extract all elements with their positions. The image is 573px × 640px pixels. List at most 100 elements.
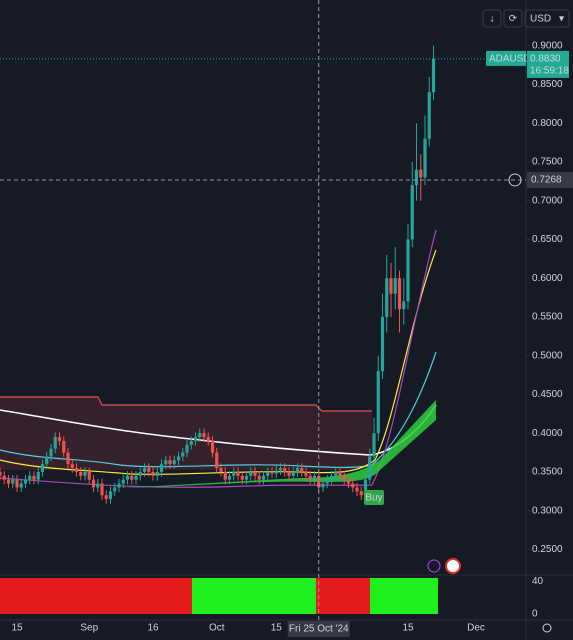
symbol-label: ADAUSD <box>489 54 531 65</box>
candle-body <box>108 491 113 500</box>
x-tick-label: 15 <box>11 623 23 634</box>
settings-icon[interactable] <box>542 623 552 633</box>
candle-body <box>164 460 168 465</box>
candle-body <box>227 475 232 480</box>
candle-body <box>0 471 2 476</box>
candle-body <box>376 371 380 434</box>
candle-body <box>151 471 155 476</box>
currency-select[interactable] <box>524 9 570 28</box>
candle-body <box>142 468 147 472</box>
currency-label: USD <box>530 14 551 25</box>
ma-yellow <box>0 249 437 476</box>
y-tick-label: 0.9000 <box>532 40 563 51</box>
candle-body <box>159 464 164 472</box>
candle-body <box>287 471 291 476</box>
osc-bull <box>192 578 316 614</box>
candle-body <box>176 456 181 461</box>
candle-body <box>414 169 419 186</box>
candle-body <box>351 483 355 488</box>
band-fill <box>0 397 372 470</box>
x-tick-label: Sep <box>80 623 98 634</box>
candle-body <box>125 475 130 480</box>
candle-body <box>295 468 300 472</box>
candle-body <box>308 475 312 480</box>
y-tick-label: 0.2500 <box>532 544 563 555</box>
candle-body <box>410 185 414 240</box>
candle-body <box>359 491 363 496</box>
candle-body <box>193 437 198 441</box>
candle-body <box>79 471 83 476</box>
y-tick-label: 0.7000 <box>532 195 563 206</box>
symbol-box <box>486 50 526 66</box>
candle-body <box>117 483 121 488</box>
x-tick-label: 16 <box>147 623 159 634</box>
candle-body <box>189 440 193 445</box>
candle-body <box>325 479 329 484</box>
candle-body <box>2 475 6 480</box>
candle-body <box>232 471 236 476</box>
candle-body <box>181 452 185 457</box>
y-tick-label: 0.8000 <box>532 118 563 129</box>
candle-body <box>155 471 159 476</box>
candle-body <box>278 468 283 471</box>
event-icon <box>427 559 441 573</box>
buy-signal <box>364 490 384 505</box>
candle-body <box>168 460 172 465</box>
candle-body <box>372 433 376 457</box>
candle-body <box>113 487 117 492</box>
candle-body <box>389 278 393 294</box>
candle-body <box>210 440 215 453</box>
crosshair-y-label: 0.7268 <box>531 175 562 186</box>
candle-body <box>406 239 410 302</box>
candle-body <box>6 479 11 484</box>
candle-body <box>338 471 342 476</box>
candle-body <box>70 464 74 469</box>
candle-body <box>28 475 32 480</box>
candle-body <box>304 471 308 476</box>
candle-body <box>312 475 317 480</box>
candle-body <box>393 278 397 294</box>
crosshair-x-label: Fri 25 Oct '24 <box>289 624 349 635</box>
candle-body <box>253 471 257 476</box>
candle-body <box>87 471 91 480</box>
button[interactable] <box>503 9 523 28</box>
candle-body <box>23 479 28 484</box>
candle-body <box>96 483 100 488</box>
candle-body <box>32 475 36 480</box>
y-tick-label: 0.7500 <box>532 157 563 168</box>
candle-body <box>274 470 278 474</box>
candle-body <box>363 479 368 496</box>
candle-body <box>397 278 402 310</box>
candle-body <box>385 278 389 317</box>
candle-body <box>291 471 295 476</box>
button[interactable] <box>482 9 502 28</box>
y-tick-label: 0.6000 <box>532 273 563 284</box>
candle-body <box>334 471 338 476</box>
crosshair-y-box <box>527 171 573 188</box>
y-tick-label: 0.6500 <box>532 234 563 245</box>
candle-body <box>198 433 202 438</box>
candle-body <box>62 440 66 453</box>
x-tick-label: 15 <box>271 623 283 634</box>
candle-body <box>300 468 304 472</box>
osc-tick-label: 0 <box>532 609 538 620</box>
candle-body <box>249 471 253 476</box>
plus-button <box>508 173 522 187</box>
osc-bull <box>370 578 438 614</box>
candle-body <box>57 437 62 441</box>
osc-bear <box>316 578 370 614</box>
candle-body <box>11 479 15 484</box>
candle-body <box>134 475 138 480</box>
candle-body <box>368 456 372 480</box>
candle-body <box>130 475 134 480</box>
candle-body <box>74 468 79 472</box>
event-icon <box>445 558 461 574</box>
candle-body <box>219 468 223 472</box>
candle-body <box>355 487 359 492</box>
x-tick-label: Dec <box>467 623 485 634</box>
candle-body <box>346 479 351 484</box>
x-tick-label: 15 <box>402 623 414 634</box>
candle-body <box>15 479 19 488</box>
